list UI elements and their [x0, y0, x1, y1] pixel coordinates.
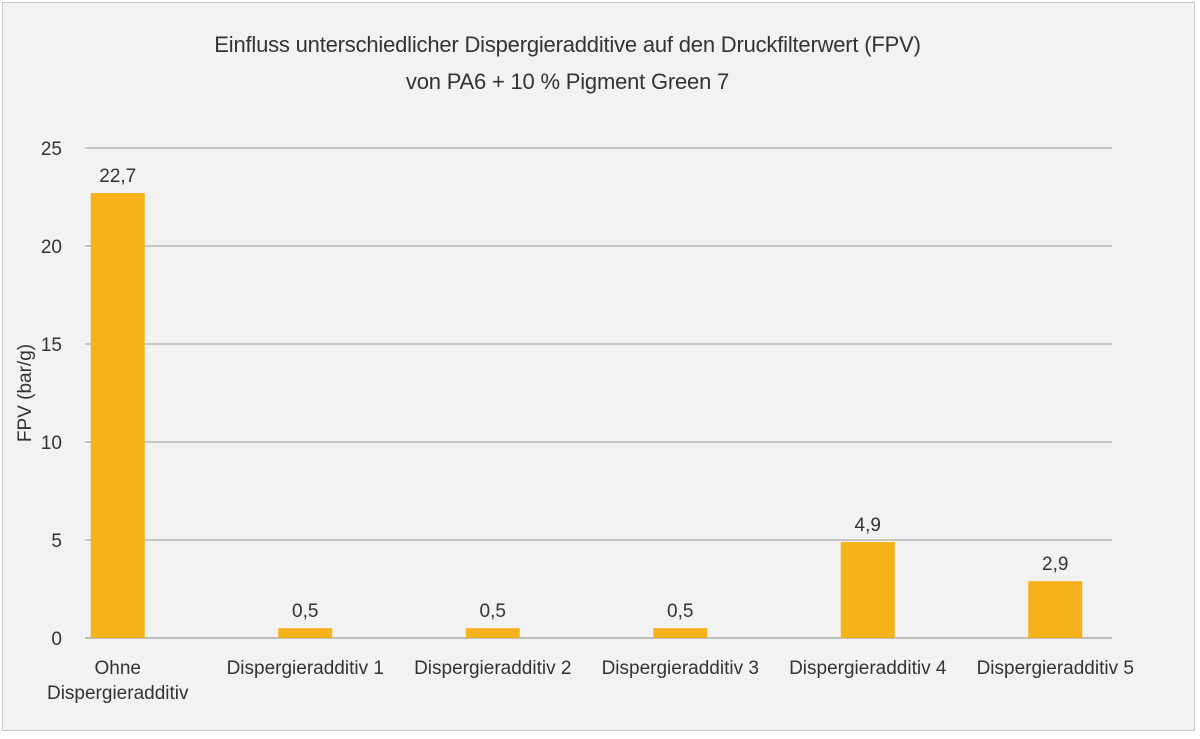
data-label: 0,5 [480, 601, 506, 622]
bar [90, 193, 145, 638]
y-axis-label: FPV (bar/g) [15, 344, 36, 442]
data-label: 22,7 [99, 166, 136, 187]
chart-subtitle: von PA6 + 10 % Pigment Green 7 [405, 69, 730, 94]
y-tick-label: 20 [41, 237, 62, 258]
x-tick-label: Dispergieradditiv 1 [227, 658, 384, 679]
bar [653, 628, 708, 638]
y-tick-label: 0 [51, 629, 62, 650]
x-tick-label: Ohne [95, 658, 141, 679]
bar [278, 628, 333, 638]
data-label: 0,5 [292, 601, 318, 622]
x-tick-label: Dispergieradditiv 5 [977, 658, 1134, 679]
x-tick-label: Dispergieradditiv 3 [602, 658, 759, 679]
x-tick-label: Dispergieradditiv 4 [789, 658, 947, 679]
data-label: 0,5 [667, 601, 693, 622]
y-tick-label: 10 [41, 433, 62, 454]
chart-title: Einfluss unterschiedlicher Dispergieradd… [214, 32, 921, 57]
x-tick-label: Dispergieradditiv 2 [414, 658, 571, 679]
data-label: 2,9 [1042, 554, 1068, 575]
bar [840, 541, 895, 638]
bar [465, 628, 520, 638]
data-label: 4,9 [855, 515, 881, 536]
x-tick-label: Dispergieradditiv [47, 683, 189, 704]
y-tick-label: 15 [41, 335, 62, 356]
y-tick-label: 25 [41, 139, 62, 160]
y-tick-label: 5 [51, 531, 62, 552]
bar [1028, 581, 1083, 638]
